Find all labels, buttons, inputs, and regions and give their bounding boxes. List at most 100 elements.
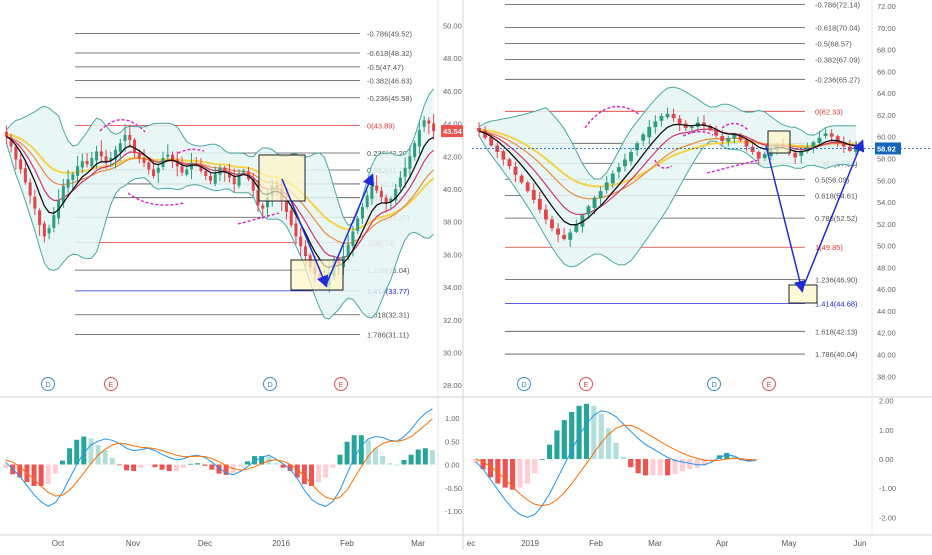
left-macd-histogram-bar	[244, 461, 250, 465]
right-event-marker[interactable]	[517, 377, 531, 391]
left-macd-histogram-bar	[180, 464, 186, 468]
right-current-price-label: 58.92	[877, 144, 896, 153]
left-macd-histogram-bar	[67, 448, 73, 465]
right-bollinger-lower	[478, 135, 857, 268]
left-current-price-tag	[441, 125, 463, 138]
right-candle	[653, 121, 658, 128]
left-event-marker[interactable]	[334, 377, 348, 391]
right-y-tick: 66.00	[877, 67, 896, 76]
right-current-price-tag	[875, 142, 901, 155]
left-candle	[23, 168, 27, 183]
right-candle	[592, 197, 597, 208]
right-macd-histogram-bar	[554, 430, 560, 459]
right-candle	[513, 166, 518, 175]
left-event-marker-label: D	[45, 380, 51, 389]
right-macd-pane: 2.00 1.00 0.00 -1.00 -2.00	[473, 397, 896, 522]
right-macd-histogram-bar	[606, 428, 612, 459]
right-candle	[829, 133, 834, 137]
left-candle	[180, 166, 184, 173]
right-y-tick: 46.00	[877, 285, 896, 294]
right-fib-label: -0.618(70.04)	[815, 23, 861, 32]
left-y-tick: 44.00	[443, 120, 462, 129]
right-y-tick: 60.00	[877, 133, 896, 142]
left-event-marker[interactable]	[41, 377, 55, 391]
left-macd-histogram-bar	[429, 450, 435, 465]
right-fib-label: 1.786(40.04)	[815, 350, 858, 359]
right-y-tick: 50.00	[877, 242, 896, 251]
left-candle	[47, 228, 51, 234]
left-event-marker[interactable]	[263, 377, 277, 391]
left-candle	[223, 167, 227, 173]
left-candle	[360, 206, 364, 219]
right-candle	[702, 122, 706, 126]
left-candle	[351, 231, 355, 246]
left-candle	[237, 174, 241, 186]
left-candle	[147, 162, 151, 170]
left-candle	[152, 169, 156, 176]
right-ma-yellow	[478, 128, 857, 188]
left-fib-label: 0(43.89)	[367, 121, 395, 130]
left-candle	[427, 120, 431, 124]
left-x-tick: 2016	[272, 539, 290, 548]
left-candle	[80, 161, 84, 168]
right-event-marker-label: D	[521, 380, 527, 389]
left-macd-pane: 1.00 0.50 0.00 -0.50 -1.00	[3, 408, 462, 516]
right-bollinger-band	[479, 87, 856, 267]
right-event-marker[interactable]	[707, 377, 721, 391]
right-macd-histogram-bar	[487, 459, 494, 478]
right-candle	[489, 136, 494, 146]
left-macd-histogram-bar	[202, 464, 208, 466]
right-x-tick: ec	[467, 539, 475, 548]
right-macd-histogram-bar	[473, 459, 479, 464]
right-event-marker[interactable]	[579, 377, 593, 391]
right-candle	[550, 219, 554, 229]
left-candle	[166, 154, 170, 157]
right-candle	[720, 136, 725, 142]
left-y-tick: 40.00	[443, 185, 462, 194]
left-y-tick: 46.00	[443, 87, 462, 96]
left-candle	[95, 151, 99, 161]
left-macd-histogram-bar	[3, 464, 9, 468]
right-macd-histogram-bar	[620, 456, 626, 459]
left-macd-histogram-bar	[216, 464, 222, 474]
left-macd-histogram-bar	[365, 440, 371, 465]
right-macd-line	[475, 410, 757, 518]
right-macd-y-tick: 2.00	[879, 397, 894, 406]
right-fib-label: -0.236(65.27)	[815, 75, 861, 84]
left-arrow-down	[281, 178, 329, 288]
left-candle	[394, 189, 398, 201]
right-candle	[483, 130, 488, 138]
right-macd-histogram-bar	[702, 459, 708, 466]
left-candle	[261, 205, 265, 209]
left-macd-histogram-bar	[74, 439, 80, 465]
left-event-marker-label: E	[338, 380, 343, 389]
right-event-marker[interactable]	[762, 377, 776, 391]
left-candle	[175, 159, 179, 167]
right-candle	[805, 147, 810, 152]
left-candle	[171, 154, 175, 160]
right-candle	[598, 191, 603, 198]
right-event-marker-label: E	[766, 380, 771, 389]
left-candle	[389, 198, 393, 202]
right-y-tick: 68.00	[877, 46, 896, 55]
left-x-tick: Mar	[411, 539, 425, 548]
left-macd-y-tick: -0.50	[445, 484, 462, 493]
pattern-arc	[177, 148, 205, 154]
left-macd-histogram-bar	[173, 464, 179, 472]
right-candle	[647, 126, 652, 138]
left-candle	[71, 174, 75, 180]
left-candle	[14, 146, 18, 160]
left-fib-label: -0.786(49.52)	[367, 29, 413, 38]
left-event-marker[interactable]	[104, 377, 118, 391]
right-x-tick: Apr	[716, 539, 729, 548]
right-macd-y-tick: -2.00	[879, 513, 896, 522]
left-candle	[4, 131, 8, 137]
left-macd-histogram-bar	[337, 454, 343, 465]
pattern-arc	[654, 159, 673, 169]
left-macd-histogram-bar	[323, 464, 329, 478]
left-candle	[38, 210, 42, 225]
left-candle	[299, 236, 303, 247]
right-candle	[641, 134, 646, 141]
pattern-arc	[682, 131, 714, 137]
left-candle	[137, 153, 141, 158]
